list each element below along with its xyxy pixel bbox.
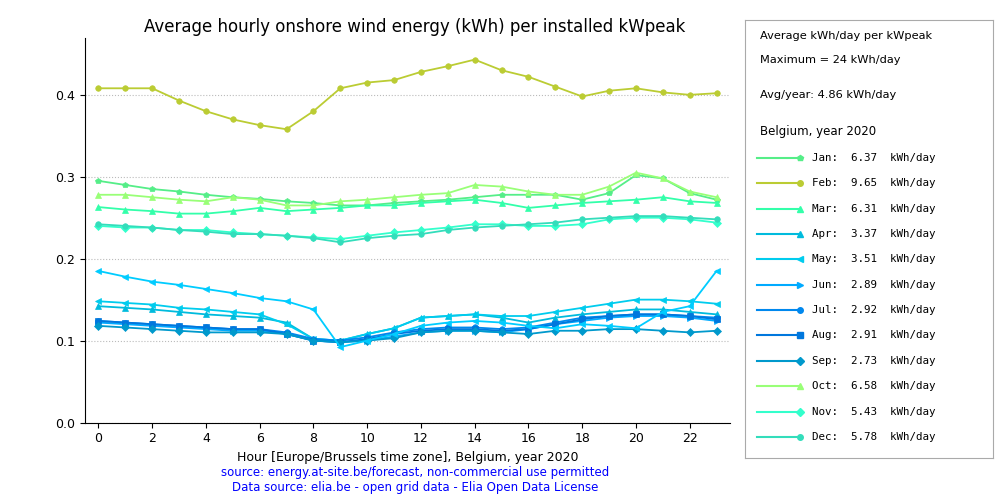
Text: May:  3.51  kWh/day: May: 3.51 kWh/day [812,254,935,264]
Text: Data source: elia.be - open grid data - Elia Open Data License: Data source: elia.be - open grid data - … [232,481,598,494]
Text: Apr:  3.37  kWh/day: Apr: 3.37 kWh/day [812,229,935,239]
Text: Jul:  2.92  kWh/day: Jul: 2.92 kWh/day [812,305,935,315]
Text: Average hourly onshore wind energy (kWh) per installed kWpeak: Average hourly onshore wind energy (kWh)… [144,18,686,36]
Text: Belgium, year 2020: Belgium, year 2020 [760,125,876,138]
Text: Jan:  6.37  kWh/day: Jan: 6.37 kWh/day [812,153,935,163]
Text: Avg/year: 4.86 kWh/day: Avg/year: 4.86 kWh/day [760,90,896,100]
Text: Aug:  2.91  kWh/day: Aug: 2.91 kWh/day [812,330,935,340]
Text: Nov:  5.43  kWh/day: Nov: 5.43 kWh/day [812,406,935,416]
Text: Sep:  2.73  kWh/day: Sep: 2.73 kWh/day [812,356,935,366]
X-axis label: Hour [Europe/Brussels time zone], Belgium, year 2020: Hour [Europe/Brussels time zone], Belgiu… [237,451,578,464]
Text: Mar:  6.31  kWh/day: Mar: 6.31 kWh/day [812,204,935,214]
Text: Feb:  9.65  kWh/day: Feb: 9.65 kWh/day [812,178,935,188]
Text: source: energy.at-site.be/forecast, non-commercial use permitted: source: energy.at-site.be/forecast, non-… [221,466,609,479]
Text: Dec:  5.78  kWh/day: Dec: 5.78 kWh/day [812,432,935,442]
Text: Maximum = 24 kWh/day: Maximum = 24 kWh/day [760,55,900,65]
Text: Jun:  2.89  kWh/day: Jun: 2.89 kWh/day [812,280,935,289]
Text: Oct:  6.58  kWh/day: Oct: 6.58 kWh/day [812,381,935,391]
Text: Average kWh/day per kWpeak: Average kWh/day per kWpeak [760,31,932,41]
